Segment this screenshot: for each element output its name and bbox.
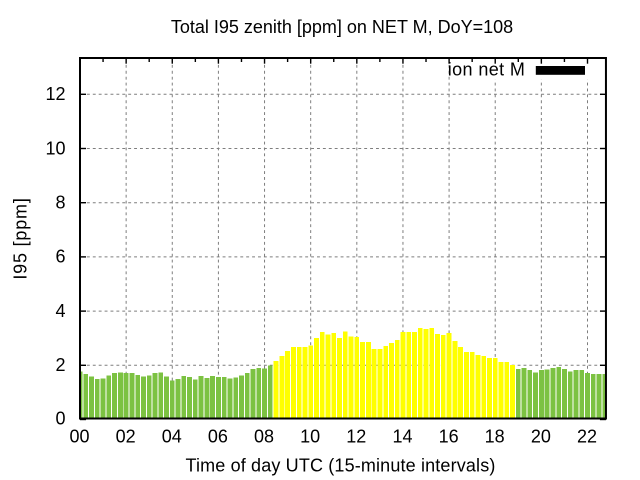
svg-text:12: 12 bbox=[45, 84, 65, 104]
svg-text:I95 [ppm]: I95 [ppm] bbox=[11, 197, 31, 279]
svg-text:12: 12 bbox=[346, 427, 366, 447]
svg-text:0: 0 bbox=[55, 408, 65, 428]
svg-text:20: 20 bbox=[531, 427, 551, 447]
svg-text:6: 6 bbox=[55, 247, 65, 267]
svg-text:8: 8 bbox=[55, 193, 65, 213]
svg-text:10: 10 bbox=[45, 138, 65, 158]
svg-text:2: 2 bbox=[55, 355, 65, 375]
svg-text:Total I95 zenith [ppm] on NET: Total I95 zenith [ppm] on NET M, DoY=108 bbox=[171, 17, 513, 37]
svg-text:02: 02 bbox=[116, 427, 136, 447]
svg-text:14: 14 bbox=[392, 427, 412, 447]
svg-text:08: 08 bbox=[254, 427, 274, 447]
svg-text:00: 00 bbox=[69, 427, 89, 447]
svg-text:16: 16 bbox=[439, 427, 459, 447]
svg-text:10: 10 bbox=[300, 427, 320, 447]
svg-text:Time of day UTC (15-minute int: Time of day UTC (15-minute intervals) bbox=[186, 456, 496, 476]
svg-text:18: 18 bbox=[485, 427, 505, 447]
svg-text:04: 04 bbox=[162, 427, 182, 447]
svg-text:4: 4 bbox=[55, 301, 65, 321]
svg-text:06: 06 bbox=[208, 427, 228, 447]
svg-text:22: 22 bbox=[577, 427, 597, 447]
svg-text:ion net M: ion net M bbox=[448, 60, 526, 80]
